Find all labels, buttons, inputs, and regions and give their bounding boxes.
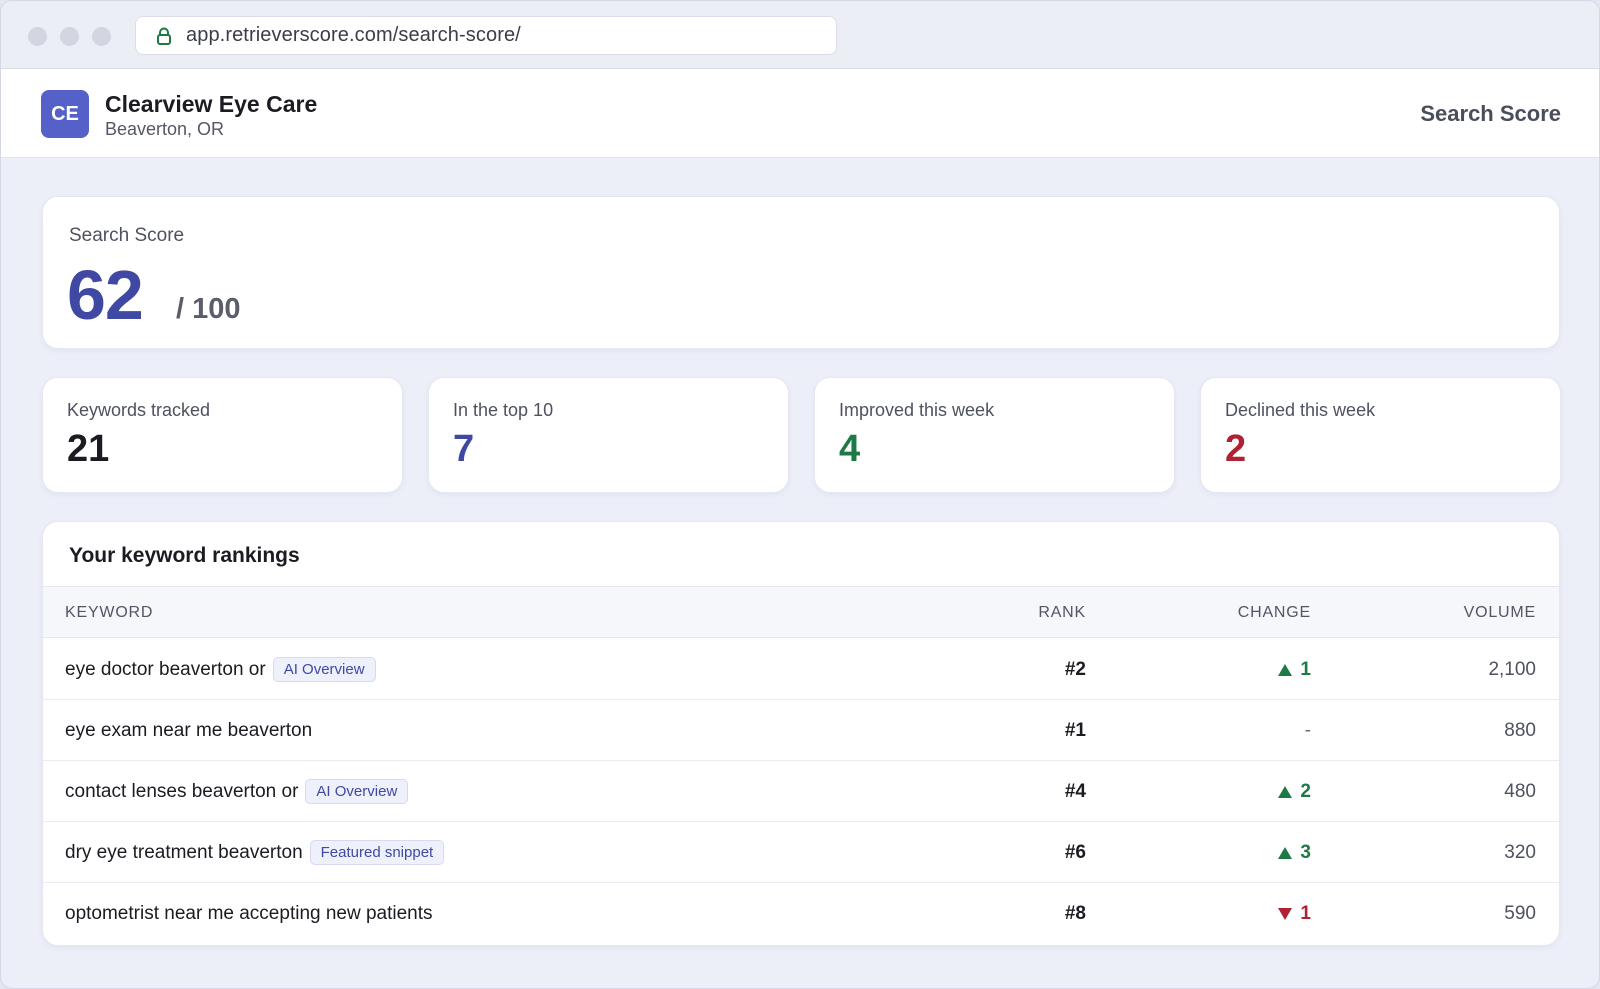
page-title: Search Score	[1420, 101, 1561, 126]
serp-feature-badge: Featured snippet	[309, 840, 445, 865]
rank-cell: #6	[1064, 841, 1086, 863]
column-header-keyword[interactable]: KEYWORD	[65, 604, 154, 621]
column-header-rank[interactable]: RANK	[1038, 604, 1086, 621]
score-label: Search Score	[69, 225, 185, 246]
stat-value: 2	[1225, 428, 1247, 470]
stat-value: 7	[453, 428, 475, 470]
serp-feature-badge: AI Overview	[305, 779, 409, 804]
stat-label: Improved this week	[839, 400, 995, 420]
keyword-cell: optometrist near me accepting new patien…	[65, 883, 433, 944]
business-name: Clearview Eye Care	[105, 91, 318, 117]
window-close-button[interactable]	[28, 27, 47, 46]
table-row[interactable]: eye doctor beaverton or AI Overview #2 1 2,1…	[43, 639, 1559, 700]
rank-cell: #1	[1064, 719, 1086, 741]
window-maximize-button[interactable]	[92, 27, 111, 46]
arrow-up-icon	[1278, 846, 1293, 859]
change-value: 1	[1300, 902, 1311, 924]
keyword-cell: eye doctor beaverton or AI Overview	[65, 639, 376, 700]
keyword-text: contact lenses beaverton or	[65, 780, 299, 802]
serp-feature-badge: AI Overview	[272, 657, 376, 682]
stat-label: Declined this week	[1225, 400, 1376, 420]
table-header: KEYWORD RANK CHANGE VOLUME	[43, 586, 1559, 638]
keyword-rankings-card: Your keyword rankings KEYWORD RANK CHANG…	[42, 521, 1560, 946]
table-row[interactable]: contact lenses beaverton or AI Overview #4…	[43, 761, 1559, 822]
app-header: CE Clearview Eye Care Beaverton, OR Sear…	[1, 69, 1599, 158]
rankings-title: Your keyword rankings	[69, 544, 300, 567]
volume-cell: 880	[1504, 719, 1536, 741]
column-header-change[interactable]: CHANGE	[1237, 604, 1311, 621]
table-row[interactable]: optometrist near me accepting new patien…	[43, 883, 1559, 944]
arrow-up-icon	[1278, 785, 1293, 798]
address-bar[interactable]: app.retrieverscore.com/search-score/	[135, 16, 837, 55]
change-value: 3	[1300, 841, 1311, 863]
volume-cell: 320	[1504, 841, 1536, 863]
arrow-down-icon	[1278, 907, 1293, 920]
keyword-cell: eye exam near me beaverton	[65, 700, 312, 761]
lock-icon	[156, 27, 172, 45]
rank-cell: #2	[1064, 658, 1086, 680]
stat-label: Keywords tracked	[67, 400, 211, 420]
keyword-text: dry eye treatment beaverton	[65, 841, 303, 863]
volume-cell: 2,100	[1488, 658, 1536, 680]
change-cell: 3	[1278, 822, 1311, 883]
stat-card-keywords-tracked: Keywords tracked 21	[42, 377, 403, 493]
stat-card-improved: Improved this week 4	[814, 377, 1175, 493]
table-row[interactable]: eye exam near me beaverton #1 - 880	[43, 700, 1559, 761]
change-cell: 2	[1278, 761, 1311, 822]
business-avatar: CE	[41, 90, 89, 138]
column-header-volume[interactable]: VOLUME	[1463, 604, 1536, 621]
window-minimize-button[interactable]	[60, 27, 79, 46]
change-value: 2	[1300, 780, 1311, 802]
stat-card-top-10: In the top 10 7	[428, 377, 789, 493]
keyword-cell: dry eye treatment beaverton Featured snip…	[65, 822, 445, 883]
keyword-text: eye exam near me beaverton	[65, 719, 313, 741]
stat-card-declined: Declined this week 2	[1200, 377, 1561, 493]
business-location: Beaverton, OR	[105, 119, 225, 139]
volume-cell: 480	[1504, 780, 1536, 802]
change-cell: 1	[1278, 639, 1311, 700]
keyword-cell: contact lenses beaverton or AI Overview	[65, 761, 409, 822]
change-value: -	[1304, 719, 1311, 741]
score-max: / 100	[176, 293, 241, 325]
change-cell: -	[1305, 700, 1311, 761]
url-text: app.retrieverscore.com/search-score/	[186, 24, 521, 46]
stat-value: 21	[67, 428, 110, 470]
stat-value: 4	[839, 428, 861, 470]
score-value: 62	[67, 256, 144, 334]
browser-toolbar: app.retrieverscore.com/search-score/	[1, 1, 1599, 69]
search-score-card: Search Score 62 / 100	[42, 196, 1560, 349]
rank-cell: #8	[1064, 902, 1086, 924]
keyword-text: optometrist near me accepting new patien…	[65, 902, 433, 924]
change-value: 1	[1300, 658, 1311, 680]
volume-cell: 590	[1504, 902, 1536, 924]
change-cell: 1	[1278, 883, 1311, 944]
arrow-up-icon	[1278, 663, 1293, 676]
rank-cell: #4	[1064, 780, 1086, 802]
table-row[interactable]: dry eye treatment beaverton Featured snip…	[43, 822, 1559, 883]
stat-label: In the top 10	[453, 400, 554, 420]
keyword-text: eye doctor beaverton or	[65, 658, 266, 680]
